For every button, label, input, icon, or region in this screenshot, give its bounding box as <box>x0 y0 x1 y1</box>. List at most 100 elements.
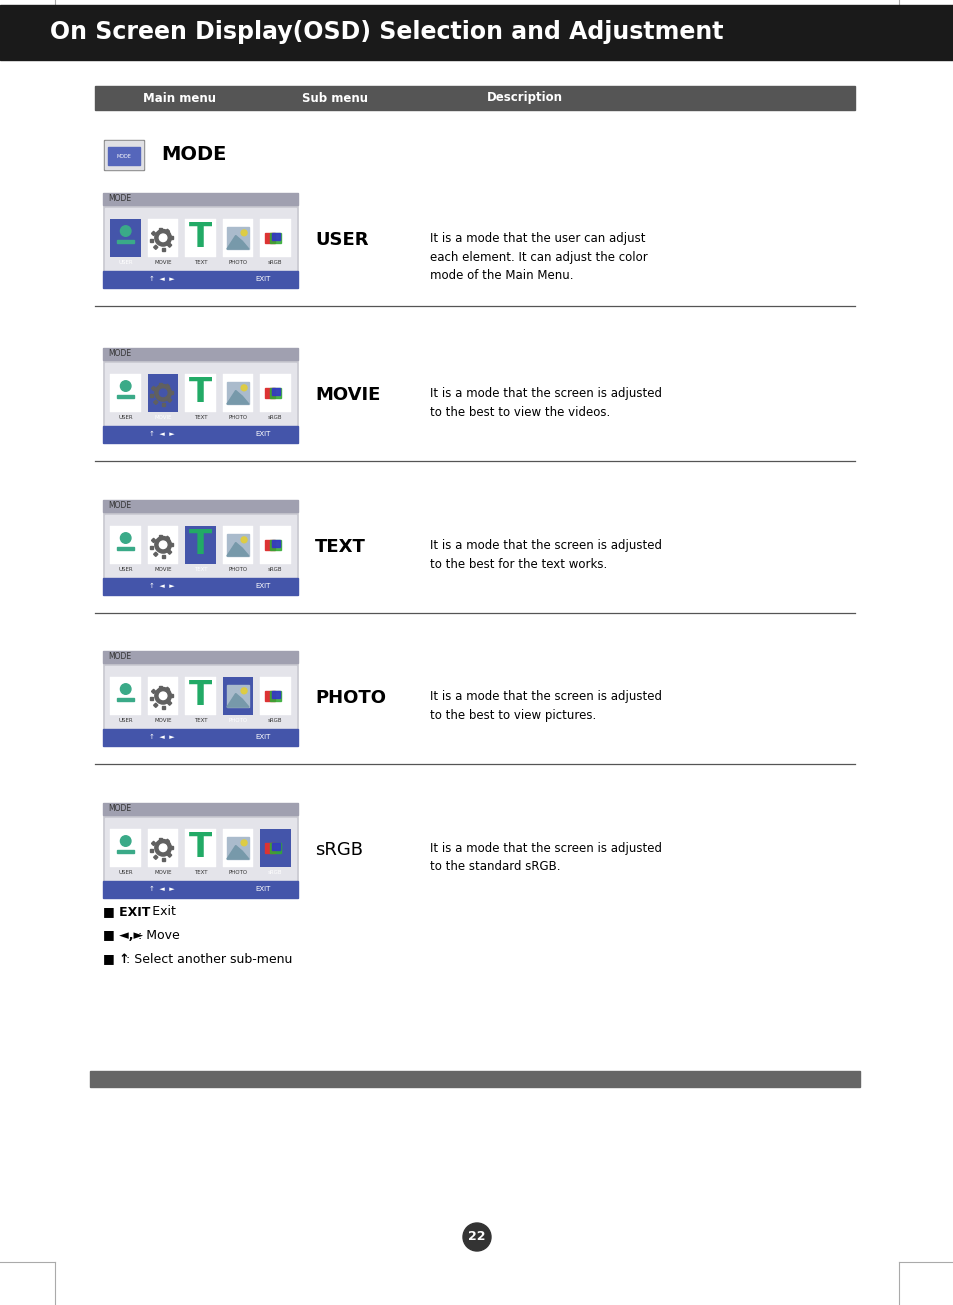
Text: sRGB: sRGB <box>268 415 282 420</box>
Text: : Move: : Move <box>133 929 179 942</box>
Bar <box>158 228 161 231</box>
Bar <box>185 526 215 564</box>
Bar <box>265 843 275 853</box>
Bar <box>165 688 170 692</box>
Text: It is a mode that the screen is adjusted
to the best to view pictures.: It is a mode that the screen is adjusted… <box>430 690 661 722</box>
Bar <box>103 803 297 898</box>
Circle shape <box>159 389 167 397</box>
Bar <box>185 829 215 867</box>
Text: PHOTO: PHOTO <box>228 718 247 723</box>
Bar <box>270 539 280 551</box>
FancyArrow shape <box>117 240 134 243</box>
Bar <box>165 839 170 843</box>
Bar <box>103 347 297 360</box>
Bar <box>272 539 279 547</box>
Text: TEXT: TEXT <box>314 538 366 556</box>
Bar <box>161 248 165 251</box>
Text: T: T <box>189 831 212 864</box>
Text: USER: USER <box>118 415 132 420</box>
Bar <box>260 829 291 867</box>
Text: It is a mode that the screen is adjusted
to the best to view the videos.: It is a mode that the screen is adjusted… <box>430 388 661 419</box>
Bar <box>270 388 280 398</box>
Text: T: T <box>189 222 212 254</box>
Text: ↑  ◄  ►: ↑ ◄ ► <box>149 277 174 282</box>
Bar <box>165 536 170 540</box>
Bar <box>158 535 161 538</box>
Bar <box>165 230 170 234</box>
Circle shape <box>154 688 172 705</box>
Text: MODE: MODE <box>108 652 131 662</box>
Text: MOVIE: MOVIE <box>154 260 172 265</box>
Bar <box>103 271 297 287</box>
Text: ↑  ◄  ►: ↑ ◄ ► <box>149 886 174 893</box>
Bar <box>104 140 144 170</box>
Text: 22: 22 <box>468 1231 485 1244</box>
Polygon shape <box>227 235 249 249</box>
Bar <box>95 86 854 110</box>
Text: ↑  ◄  ►: ↑ ◄ ► <box>149 735 174 740</box>
Text: USER: USER <box>118 869 132 874</box>
Bar <box>103 193 297 287</box>
Text: PHOTO: PHOTO <box>228 260 247 265</box>
Bar <box>222 375 253 411</box>
Text: MODE: MODE <box>161 145 226 164</box>
Circle shape <box>159 542 167 548</box>
Bar <box>222 677 253 715</box>
Text: MOVIE: MOVIE <box>154 869 172 874</box>
Text: T: T <box>189 529 212 561</box>
Circle shape <box>120 381 131 392</box>
Circle shape <box>241 385 247 390</box>
Bar <box>270 232 280 243</box>
Text: T: T <box>189 376 212 410</box>
Text: EXIT: EXIT <box>255 735 271 740</box>
Text: T: T <box>189 680 212 713</box>
Bar <box>105 514 295 577</box>
Bar <box>168 853 172 857</box>
Bar <box>111 526 141 564</box>
Bar <box>151 394 153 397</box>
Bar <box>260 219 291 257</box>
Text: EXIT: EXIT <box>255 886 271 893</box>
Circle shape <box>154 385 172 401</box>
Text: USER: USER <box>118 566 132 572</box>
Bar <box>158 838 161 840</box>
Bar <box>227 381 249 405</box>
Bar <box>265 232 275 243</box>
Text: ↑  ◄  ►: ↑ ◄ ► <box>149 432 174 437</box>
FancyArrow shape <box>117 395 134 398</box>
Text: USER: USER <box>118 260 132 265</box>
Bar <box>103 500 297 595</box>
Bar <box>151 850 153 852</box>
Bar <box>152 539 155 543</box>
Text: Main menu: Main menu <box>143 91 216 104</box>
Bar <box>103 881 297 898</box>
FancyArrow shape <box>117 850 134 853</box>
Text: PHOTO: PHOTO <box>228 869 247 874</box>
Text: : Select another sub-menu: : Select another sub-menu <box>121 953 292 966</box>
Bar <box>148 526 178 564</box>
Bar <box>152 689 155 693</box>
Text: MOVIE: MOVIE <box>154 718 172 723</box>
Circle shape <box>154 230 172 247</box>
Bar <box>161 402 165 406</box>
Text: MODE: MODE <box>108 194 131 204</box>
Bar <box>153 703 157 707</box>
Bar <box>148 829 178 867</box>
Bar <box>152 842 155 846</box>
Bar <box>151 239 153 243</box>
Bar <box>168 549 172 555</box>
Text: sRGB: sRGB <box>268 566 282 572</box>
Bar <box>227 837 249 859</box>
Text: TEXT: TEXT <box>193 415 207 420</box>
Text: ■ EXIT: ■ EXIT <box>103 904 151 917</box>
Text: It is a mode that the screen is adjusted
to the standard sRGB.: It is a mode that the screen is adjusted… <box>430 842 661 873</box>
Bar <box>103 729 297 745</box>
Bar <box>105 141 143 170</box>
Text: TEXT: TEXT <box>193 869 207 874</box>
Bar <box>158 382 161 386</box>
Bar <box>103 347 297 442</box>
Circle shape <box>120 226 131 236</box>
Bar <box>170 392 172 394</box>
Circle shape <box>241 230 247 236</box>
Text: ↑  ◄  ►: ↑ ◄ ► <box>149 583 174 590</box>
